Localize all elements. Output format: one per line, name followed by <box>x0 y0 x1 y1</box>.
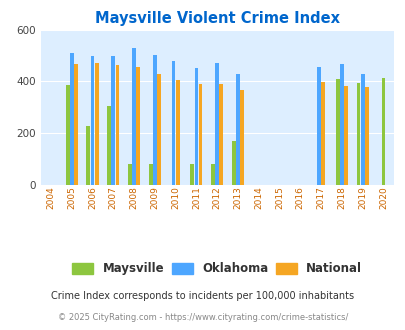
Bar <box>136 67 140 185</box>
Bar <box>360 74 364 185</box>
Bar <box>339 64 343 185</box>
Bar <box>235 74 239 185</box>
Bar <box>128 164 132 185</box>
Bar <box>86 126 90 185</box>
Bar <box>194 68 198 185</box>
Bar <box>115 65 119 185</box>
Bar <box>153 55 156 185</box>
Bar <box>175 81 179 185</box>
Bar <box>381 78 384 185</box>
Bar <box>157 74 160 185</box>
Bar <box>335 79 339 185</box>
Bar <box>211 164 214 185</box>
Bar <box>132 48 136 185</box>
Text: Crime Index corresponds to incidents per 100,000 inhabitants: Crime Index corresponds to incidents per… <box>51 291 354 301</box>
Bar <box>316 67 320 185</box>
Title: Maysville Violent Crime Index: Maysville Violent Crime Index <box>94 11 339 26</box>
Bar <box>90 56 94 185</box>
Bar <box>231 141 235 185</box>
Bar <box>240 90 243 185</box>
Bar <box>343 86 347 185</box>
Bar <box>149 164 152 185</box>
Bar <box>111 56 115 185</box>
Bar <box>190 164 194 185</box>
Bar <box>70 53 73 185</box>
Bar <box>320 82 324 185</box>
Bar <box>107 106 111 185</box>
Text: © 2025 CityRating.com - https://www.cityrating.com/crime-statistics/: © 2025 CityRating.com - https://www.city… <box>58 313 347 322</box>
Bar <box>356 83 360 185</box>
Bar <box>198 84 202 185</box>
Bar <box>94 63 98 185</box>
Bar <box>171 61 175 185</box>
Legend: Maysville, Oklahoma, National: Maysville, Oklahoma, National <box>68 259 365 279</box>
Bar <box>215 63 219 185</box>
Bar <box>74 64 78 185</box>
Bar <box>364 86 368 185</box>
Bar <box>66 85 69 185</box>
Bar <box>219 84 223 185</box>
